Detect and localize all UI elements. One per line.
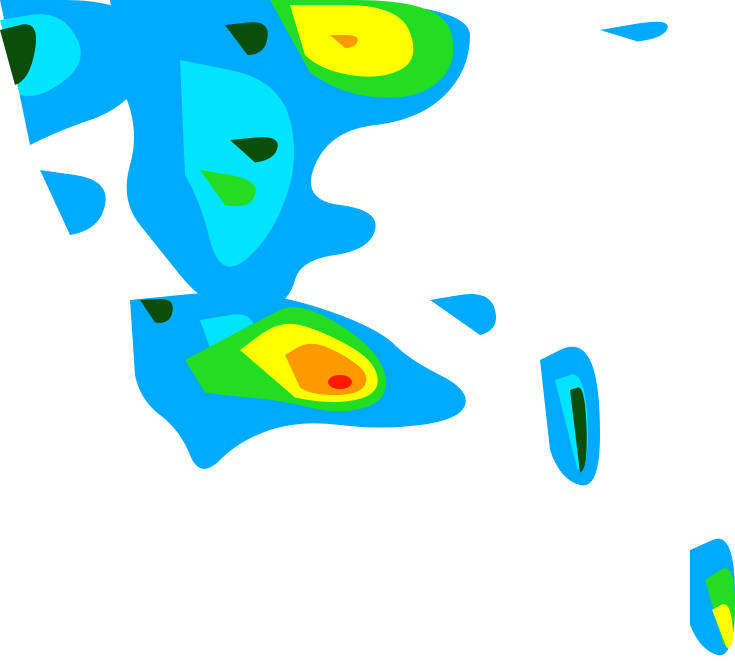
echo-darkgreen-north2 <box>230 137 278 163</box>
echo-yellow-far-se <box>712 604 734 648</box>
echo-darkgreen-west <box>140 298 173 323</box>
echo-light-northeast <box>600 21 668 42</box>
echo-darkgreen-se <box>570 387 587 473</box>
echo-darkgreen-nw <box>0 24 36 86</box>
echo-orange-north <box>330 35 358 48</box>
echo-darkgreen-north-cell <box>225 22 268 55</box>
echo-cyan-north <box>180 60 294 267</box>
echo-light-west <box>40 170 106 235</box>
echo-light-east <box>430 294 496 335</box>
echo-red-core <box>328 375 352 389</box>
echo-green-north <box>200 170 256 207</box>
